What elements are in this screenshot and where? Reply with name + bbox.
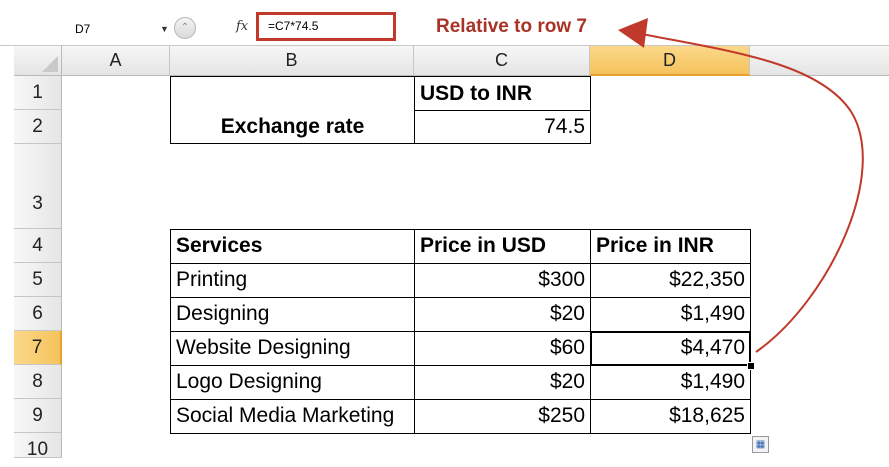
row-header-7[interactable]: 7 xyxy=(14,331,62,365)
row-header-5[interactable]: 5 xyxy=(14,263,62,297)
divider xyxy=(0,45,889,46)
row-header-6[interactable]: 6 xyxy=(14,297,62,331)
name-box-value: D7 xyxy=(75,22,91,36)
formula-input[interactable]: =C7*74.5 xyxy=(256,12,396,41)
function-icon[interactable]: fx xyxy=(236,19,249,34)
select-all-corner[interactable] xyxy=(14,46,62,76)
row-header-2[interactable]: 2 xyxy=(14,110,62,144)
arrow-curve xyxy=(631,31,864,353)
column-header-e-partial[interactable] xyxy=(750,46,889,76)
formula-bar-resize-icon[interactable]: ⌃ xyxy=(174,17,196,39)
arrow-head xyxy=(618,18,648,48)
annotation-label: Relative to row 7 xyxy=(436,16,587,37)
row-header-9[interactable]: 9 xyxy=(14,399,62,433)
column-header-a[interactable]: A xyxy=(62,46,170,76)
column-header-d[interactable]: D xyxy=(590,46,750,76)
formula-bar: D7 ▼ ⌃ fx =C7*74.5 Relative to row 7 xyxy=(0,0,889,46)
fill-handle[interactable] xyxy=(747,362,755,370)
column-header-c[interactable]: C xyxy=(414,46,590,76)
row-header-4[interactable]: 4 xyxy=(14,229,62,263)
table-cell-price-inr[interactable]: $18,625 xyxy=(590,399,751,434)
row-header-1[interactable]: 1 xyxy=(14,76,62,110)
chevron-down-icon[interactable]: ▼ xyxy=(160,24,169,34)
exchange-rate-label: Exchange rate xyxy=(220,115,365,138)
exchange-rate-value[interactable]: 74.5 xyxy=(414,110,591,144)
name-box[interactable]: D7 ▼ xyxy=(14,19,172,39)
row-header-8[interactable]: 8 xyxy=(14,365,62,399)
active-cell-d7[interactable] xyxy=(590,331,751,366)
row-header-3[interactable]: 3 xyxy=(14,144,62,229)
column-header-b[interactable]: B xyxy=(170,46,414,76)
paste-options-icon[interactable]: ▦ xyxy=(752,436,769,453)
